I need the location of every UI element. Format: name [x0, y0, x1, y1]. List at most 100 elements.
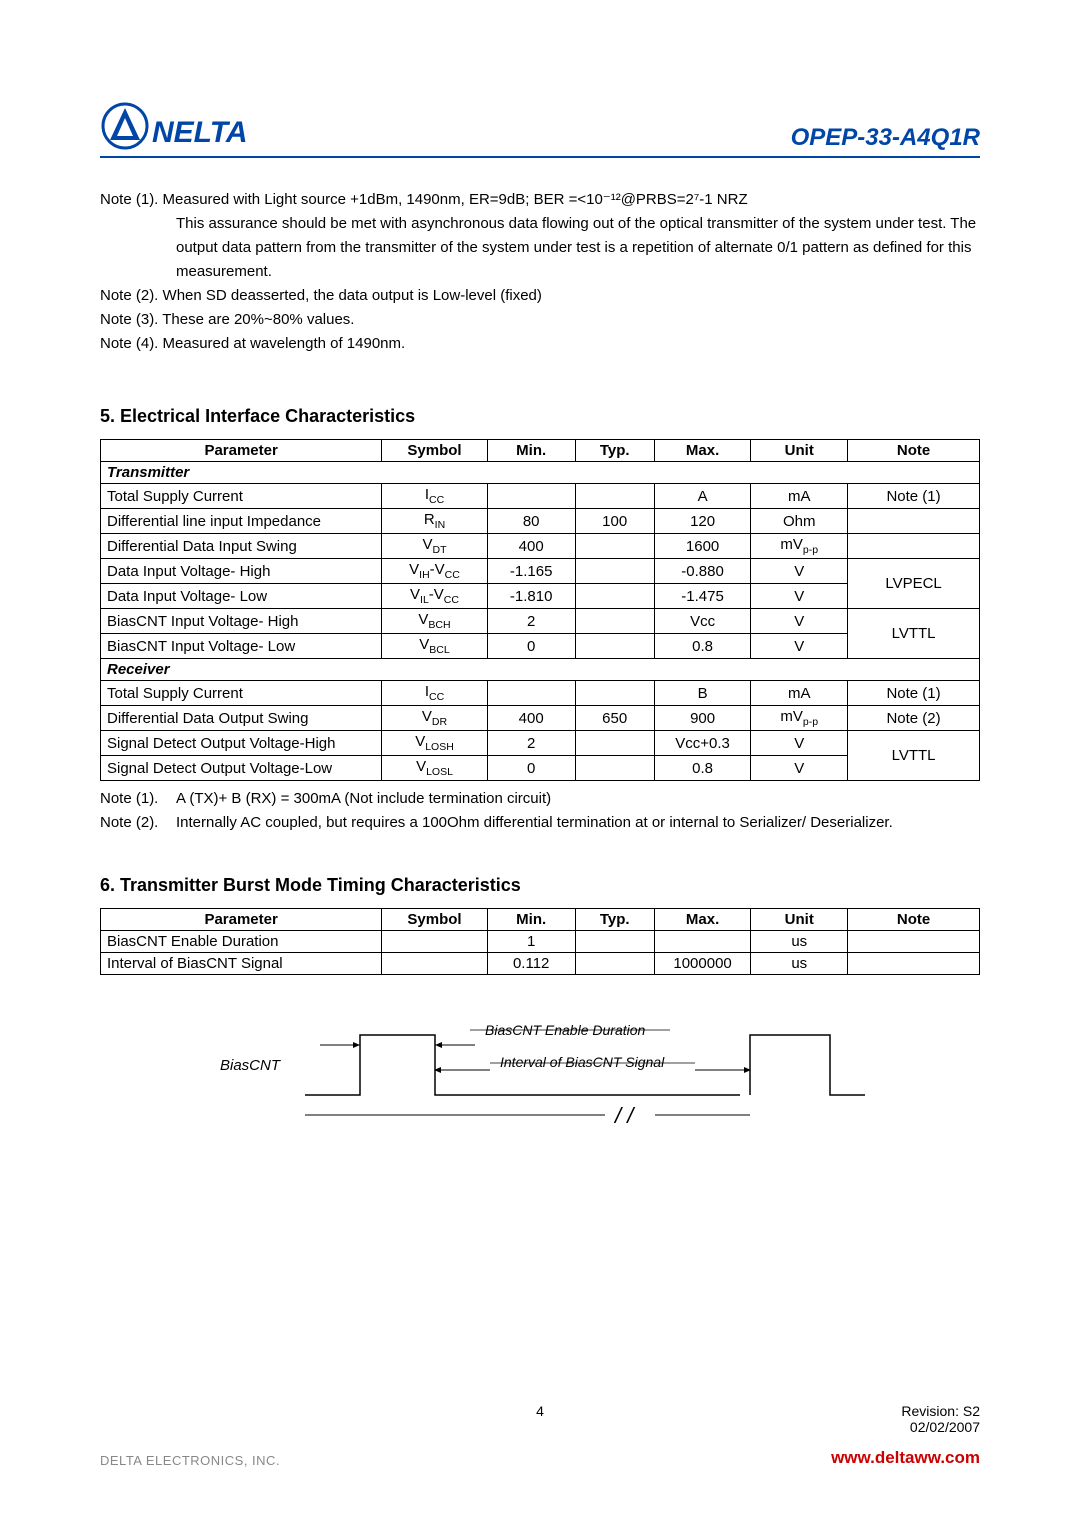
param-cell: Total Supply Current	[101, 681, 382, 706]
param-cell: Interval of BiasCNT Signal	[101, 953, 382, 975]
table-row: Differential Data Output SwingVDR4006509…	[101, 706, 980, 731]
symbol-cell: RIN	[382, 509, 487, 534]
table-header: Note	[848, 909, 980, 931]
symbol-cell	[382, 931, 487, 953]
symbol-cell: VIL-VCC	[382, 584, 487, 609]
table-header: Min.	[487, 909, 575, 931]
revision-date: 02/02/2007	[690, 1419, 980, 1435]
note4-label: Note (4).	[100, 335, 158, 352]
s5-note1-text: A (TX)+ B (RX) = 300mA (Not include term…	[176, 787, 980, 811]
note2-label: Note (2).	[100, 287, 158, 304]
unit-cell: V	[751, 609, 848, 634]
table-header: Unit	[751, 440, 848, 462]
max-cell: 0.8	[654, 756, 751, 781]
note1-text: Measured with Light source +1dBm, 1490nm…	[163, 191, 748, 208]
note4-text: Measured at wavelength of 1490nm.	[163, 335, 406, 352]
max-cell: 900	[654, 706, 751, 731]
table-header: Min.	[487, 440, 575, 462]
symbol-cell: VBCL	[382, 634, 487, 659]
symbol-cell: ICC	[382, 681, 487, 706]
unit-cell: us	[751, 931, 848, 953]
typ-cell	[575, 931, 654, 953]
note2-text: When SD deasserted, the data output is L…	[163, 287, 542, 304]
note-cell: Note (2)	[848, 706, 980, 731]
param-cell: Differential line input Impedance	[101, 509, 382, 534]
unit-cell: us	[751, 953, 848, 975]
page-header: NELTA OPEP-33-A4Q1R	[100, 100, 980, 158]
table-group-header: Receiver	[101, 659, 980, 681]
min-cell: 80	[487, 509, 575, 534]
delta-logo-svg: NELTA	[100, 100, 280, 152]
max-cell: B	[654, 681, 751, 706]
section5-heading: 5. Electrical Interface Characteristics	[100, 406, 980, 427]
param-cell: BiasCNT Enable Duration	[101, 931, 382, 953]
typ-cell	[575, 756, 654, 781]
min-cell: 0	[487, 756, 575, 781]
unit-cell: V	[751, 731, 848, 756]
note-cell	[848, 931, 980, 953]
symbol-cell: VDR	[382, 706, 487, 731]
symbol-cell	[382, 953, 487, 975]
max-cell: A	[654, 484, 751, 509]
param-cell: BiasCNT Input Voltage- High	[101, 609, 382, 634]
table-row: BiasCNT Input Voltage- HighVBCH2VccVLVTT…	[101, 609, 980, 634]
unit-cell: V	[751, 584, 848, 609]
min-cell: -1.165	[487, 559, 575, 584]
max-cell: 0.8	[654, 634, 751, 659]
interval-label: Interval of BiasCNT Signal	[500, 1054, 665, 1070]
s5-note2-text: Internally AC coupled, but requires a 10…	[176, 811, 980, 835]
note-cell	[848, 534, 980, 559]
param-cell: BiasCNT Input Voltage- Low	[101, 634, 382, 659]
min-cell: 400	[487, 534, 575, 559]
min-cell: 0.112	[487, 953, 575, 975]
note-cell: LVTTL	[848, 609, 980, 659]
param-cell: Signal Detect Output Voltage-Low	[101, 756, 382, 781]
revision: Revision: S2	[690, 1403, 980, 1419]
note-cell: LVTTL	[848, 731, 980, 781]
max-cell: 120	[654, 509, 751, 534]
table-header: Max.	[654, 440, 751, 462]
typ-cell	[575, 731, 654, 756]
section5-notes: Note (1). A (TX)+ B (RX) = 300mA (Not in…	[100, 787, 980, 835]
table-row: Interval of BiasCNT Signal0.1121000000us	[101, 953, 980, 975]
section6-heading: 6. Transmitter Burst Mode Timing Charact…	[100, 875, 980, 896]
table-row: BiasCNT Enable Duration1us	[101, 931, 980, 953]
electrical-characteristics-table: ParameterSymbolMin.Typ.Max.UnitNoteTrans…	[100, 439, 980, 781]
table-header: Typ.	[575, 440, 654, 462]
max-cell: Vcc+0.3	[654, 731, 751, 756]
delta-logo: NELTA	[100, 100, 280, 152]
timing-diagram: BiasCNT / / BiasCNT Enable Duration Inte…	[100, 1005, 980, 1135]
table-header: Typ.	[575, 909, 654, 931]
symbol-cell: VDT	[382, 534, 487, 559]
note-cell: LVPECL	[848, 559, 980, 609]
min-cell: -1.810	[487, 584, 575, 609]
table-header: Parameter	[101, 909, 382, 931]
table-header: Unit	[751, 909, 848, 931]
table-header: Max.	[654, 909, 751, 931]
table-group-header: Transmitter	[101, 462, 980, 484]
note-cell	[848, 953, 980, 975]
company-url: www.deltaww.com	[831, 1448, 980, 1468]
page-footer: 4 Revision: S2 02/02/2007 DELTA ELECTRON…	[100, 1403, 980, 1468]
max-cell: Vcc	[654, 609, 751, 634]
symbol-cell: VBCH	[382, 609, 487, 634]
symbol-cell: VIH-VCC	[382, 559, 487, 584]
min-cell: 2	[487, 609, 575, 634]
typ-cell: 650	[575, 706, 654, 731]
unit-cell: V	[751, 559, 848, 584]
page-number: 4	[395, 1403, 685, 1419]
param-cell: Signal Detect Output Voltage-High	[101, 731, 382, 756]
table-header: Note	[848, 440, 980, 462]
svg-text:NELTA: NELTA	[152, 116, 248, 149]
part-number: OPEP-33-A4Q1R	[791, 124, 980, 152]
typ-cell	[575, 609, 654, 634]
min-cell: 2	[487, 731, 575, 756]
s5-note1-label: Note (1).	[100, 787, 176, 811]
note-cell: Note (1)	[848, 681, 980, 706]
max-cell: 1600	[654, 534, 751, 559]
unit-cell: V	[751, 634, 848, 659]
unit-cell: mVp-p	[751, 534, 848, 559]
unit-cell: Ohm	[751, 509, 848, 534]
unit-cell: mVp-p	[751, 706, 848, 731]
typ-cell	[575, 484, 654, 509]
